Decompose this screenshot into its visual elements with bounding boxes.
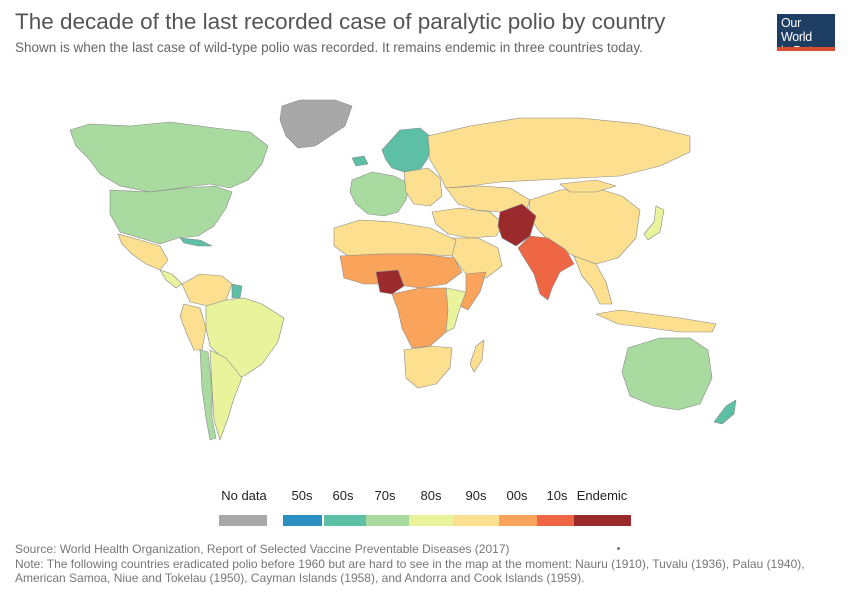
country-chile[interactable] [199,349,217,441]
country-india[interactable] [517,235,575,301]
country-japan[interactable] [643,205,665,241]
country-colombia-venezuela[interactable] [181,273,233,307]
country-north-africa[interactable] [333,219,457,257]
logo-accent-bar [777,47,835,51]
legend-label-90s: 90s [465,488,487,503]
legend-swatch-70s[interactable] [366,515,409,526]
legend: No data 50s 60s 70s 80s 90s 00s 10s Endemic [0,484,850,532]
country-iceland[interactable] [351,155,369,167]
legend-swatch-80s[interactable] [409,515,453,526]
country-peru[interactable] [179,303,207,351]
country-new-zealand[interactable] [713,399,737,425]
country-argentina[interactable] [209,349,243,441]
country-russia[interactable] [427,117,691,189]
country-central-africa[interactable] [391,287,453,349]
chart-subtitle: Shown is when the last case of wild-type… [15,40,643,55]
country-east-africa[interactable] [445,287,467,333]
country-southern-africa[interactable] [403,345,453,389]
logo-line-1: Our World [781,16,812,44]
country-eastern-europe[interactable] [403,167,443,207]
country-guyana[interactable] [231,283,243,299]
country-cuba[interactable] [179,237,213,247]
legend-swatch-90s[interactable] [453,515,499,526]
country-pakistan-afghanistan[interactable] [497,203,537,247]
country-nigeria[interactable] [375,269,405,295]
country-middle-east[interactable] [431,207,505,239]
country-southeast-asia[interactable] [573,255,613,305]
world-map [69,99,737,441]
map-regions [69,99,737,441]
country-central-america[interactable] [159,269,183,289]
legend-label-60s: 60s [332,488,354,503]
legend-swatch-10s[interactable] [537,515,574,526]
legend-swatch-60s[interactable] [324,515,366,526]
country-australia[interactable] [621,337,713,411]
country-indonesia[interactable] [595,309,717,333]
footer: Source: World Health Organization, Repor… [15,542,835,586]
legend-swatch-endemic[interactable] [574,515,631,526]
country-canada[interactable] [69,121,269,193]
source-text: Source: World Health Organization, Repor… [15,542,510,556]
legend-label-00s: 00s [506,488,528,503]
legend-swatch-50s[interactable] [283,515,322,526]
country-somalia[interactable] [459,271,487,311]
legend-swatch-no-data[interactable] [219,515,267,526]
country-united-states[interactable] [109,185,233,245]
country-western-europe[interactable] [349,171,411,217]
legend-label-80s: 80s [420,488,442,503]
country-madagascar[interactable] [469,339,485,373]
footer-dot [617,547,620,550]
legend-label-50s: 50s [291,488,313,503]
country-greenland[interactable] [279,99,353,149]
legend-swatch-00s[interactable] [499,515,537,526]
country-sahel[interactable] [339,253,463,289]
legend-label-70s: 70s [374,488,396,503]
country-scandinavia[interactable] [381,127,433,173]
legend-label-10s: 10s [546,488,568,503]
legend-label-endemic: Endemic [576,488,628,503]
chart-title: The decade of the last recorded case of … [15,9,666,34]
legend-label-no-data: No data [221,488,267,503]
owid-logo[interactable]: Our World in Data [777,14,835,58]
note-text: Note: The following countries eradicated… [15,556,805,586]
country-mongolia[interactable] [559,179,617,193]
